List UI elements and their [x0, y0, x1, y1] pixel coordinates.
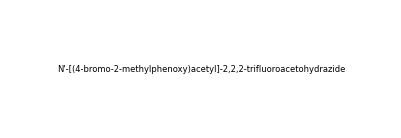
Text: N'-[(4-bromo-2-methylphenoxy)acetyl]-2,2,2-trifluoroacetohydrazide: N'-[(4-bromo-2-methylphenoxy)acetyl]-2,2… — [57, 64, 344, 74]
